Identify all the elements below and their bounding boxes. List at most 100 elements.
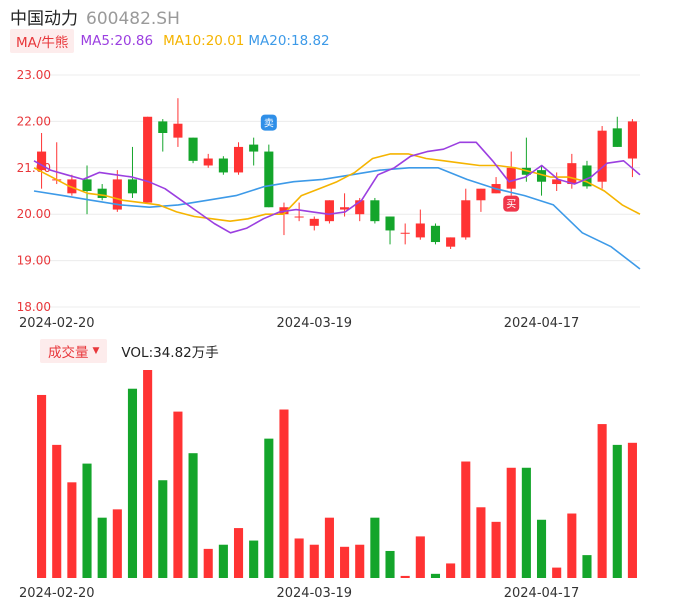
volume-bar: [340, 546, 350, 578]
volume-bar: [446, 563, 456, 578]
buy-marker[interactable]: [503, 195, 520, 212]
volume-switch-button[interactable]: 成交量 ▼: [40, 339, 108, 363]
ma20-value: MA20:18.82: [248, 33, 330, 49]
volume-bar: [112, 509, 122, 578]
volume-bar: [355, 544, 365, 578]
stock-header: 中国动力 600482.SH: [10, 4, 180, 29]
volume-bar: [158, 480, 168, 578]
volume-bar: [294, 538, 304, 578]
candle-body: [82, 179, 92, 191]
candle-body: [552, 179, 562, 185]
volume-bar: [521, 467, 531, 578]
candle-body: [309, 218, 319, 226]
candle-body: [430, 225, 441, 243]
stock-name: 中国动力: [10, 9, 78, 29]
volume-bar: [279, 409, 289, 578]
candle-body: [127, 179, 138, 194]
volume-bar: [67, 482, 77, 578]
ma5-value: MA5:20.86: [80, 33, 154, 49]
y-tick-label: 22.00: [17, 114, 51, 128]
volume-bar: [143, 370, 153, 578]
candle-body: [370, 200, 380, 222]
candle-body: [355, 200, 365, 215]
volume-bar: [37, 394, 47, 578]
candle-body: [340, 207, 350, 210]
y-tick-label: 23.00: [17, 68, 51, 82]
candle-body: [67, 179, 77, 194]
sell-marker[interactable]: [260, 114, 277, 131]
candle-body: [143, 116, 153, 203]
volume-bar: [400, 575, 410, 578]
volume-bar: [309, 544, 319, 578]
volume-bar: [430, 573, 441, 578]
candle-body: [567, 163, 577, 185]
volume-bar: [552, 567, 562, 578]
candle-body: [385, 216, 395, 231]
volume-bar: [567, 513, 577, 578]
candle-body: [400, 232, 410, 234]
volume-bar: [233, 528, 244, 578]
volume-bar: [415, 536, 425, 578]
volume-bar: [324, 517, 334, 578]
candle-body: [506, 167, 516, 189]
candle-body: [415, 223, 425, 238]
volume-bar: [82, 463, 92, 578]
candle-body: [264, 151, 274, 208]
volume-bar: [218, 544, 228, 578]
x-tick-label: 2024-02-20: [19, 316, 95, 331]
volume-bar: [461, 461, 471, 578]
y-tick-label: 18.00: [17, 300, 51, 314]
volume-bar: [582, 555, 592, 578]
volume-switch-label: 成交量: [48, 345, 89, 361]
ma10-line: [33, 153, 641, 222]
ma20-line: [33, 167, 641, 270]
volume-bar: [52, 444, 62, 578]
volume-bar: [385, 550, 395, 578]
volume-bar: [627, 442, 637, 578]
candle-body: [37, 151, 47, 171]
candle-body: [612, 128, 622, 147]
candle-body: [324, 200, 334, 222]
y-tick-label: 19.00: [17, 254, 51, 268]
marker-label: 买: [506, 199, 516, 211]
volume-bar: [370, 517, 380, 578]
candle-body: [203, 158, 213, 166]
caret-down-icon: ▼: [92, 346, 100, 356]
candle-body: [582, 165, 592, 187]
candle-body: [188, 137, 198, 161]
candle-body: [536, 170, 547, 182]
volume-bar: [476, 507, 486, 578]
volume-bar: [127, 388, 138, 578]
x-tick-label: 2024-04-17: [504, 586, 580, 601]
x-tick-label: 2024-02-20: [19, 586, 95, 601]
ma-switch-button[interactable]: MA/牛熊: [10, 29, 75, 53]
volume-legend: 成交量 ▼ VOL:34.82万手: [40, 339, 219, 363]
volume-bar: [597, 424, 607, 578]
candle-body: [233, 146, 244, 173]
candle-body: [446, 237, 456, 247]
x-tick-label: 2024-03-19: [276, 586, 352, 601]
volume-bar: [203, 548, 213, 578]
volume-bar: [249, 540, 259, 578]
candle-body: [461, 200, 471, 238]
candle-body: [158, 121, 168, 133]
volume-bar: [506, 467, 516, 578]
candle-body: [294, 216, 304, 218]
volume-bar: [97, 517, 107, 578]
ma5-line: [33, 141, 641, 234]
candle-body: [476, 188, 486, 201]
y-tick-label: 20.00: [17, 207, 51, 221]
volume-bar: [612, 444, 622, 578]
x-tick-label: 2024-03-19: [276, 316, 352, 331]
candle-body: [173, 123, 183, 138]
candle-body: [218, 158, 228, 173]
x-tick-label: 2024-04-17: [504, 316, 580, 331]
volume-value: VOL:34.82万手: [121, 345, 219, 361]
stock-code: 600482.SH: [86, 9, 180, 29]
marker-label: 卖: [264, 118, 274, 130]
volume-bar: [536, 519, 547, 578]
candle-body: [249, 144, 259, 152]
ma10-value: MA10:20.01: [163, 33, 245, 49]
candle-body: [597, 130, 607, 182]
